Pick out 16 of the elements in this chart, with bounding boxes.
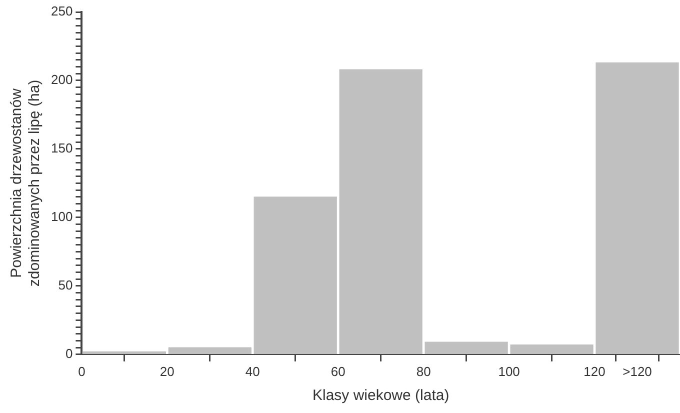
x-tick-label: 100 <box>498 364 520 379</box>
x-tick-label: >120 <box>622 364 652 379</box>
x-tick-label: 120 <box>584 364 606 379</box>
x-tick-label: 80 <box>416 364 431 379</box>
y-tick-label: 0 <box>65 346 73 361</box>
y-tick-label: 50 <box>58 278 73 292</box>
y-tick-label: 150 <box>50 140 73 156</box>
y-axis-title: Powierzchnia drzewostanów zdominowanych przez lipę (ha) <box>8 80 44 287</box>
x-axis-title: Klasy wiekowe (lata) <box>312 387 450 404</box>
x-tick-label: 60 <box>330 364 346 379</box>
y-tick-label: 250 <box>50 4 73 19</box>
x-tick-label: 20 <box>160 364 174 379</box>
x-tick-label: 0 <box>78 364 86 379</box>
x-tick-label: 40 <box>245 364 260 379</box>
y-tick-label: 100 <box>50 209 73 224</box>
y-tick-label: 200 <box>50 72 73 88</box>
